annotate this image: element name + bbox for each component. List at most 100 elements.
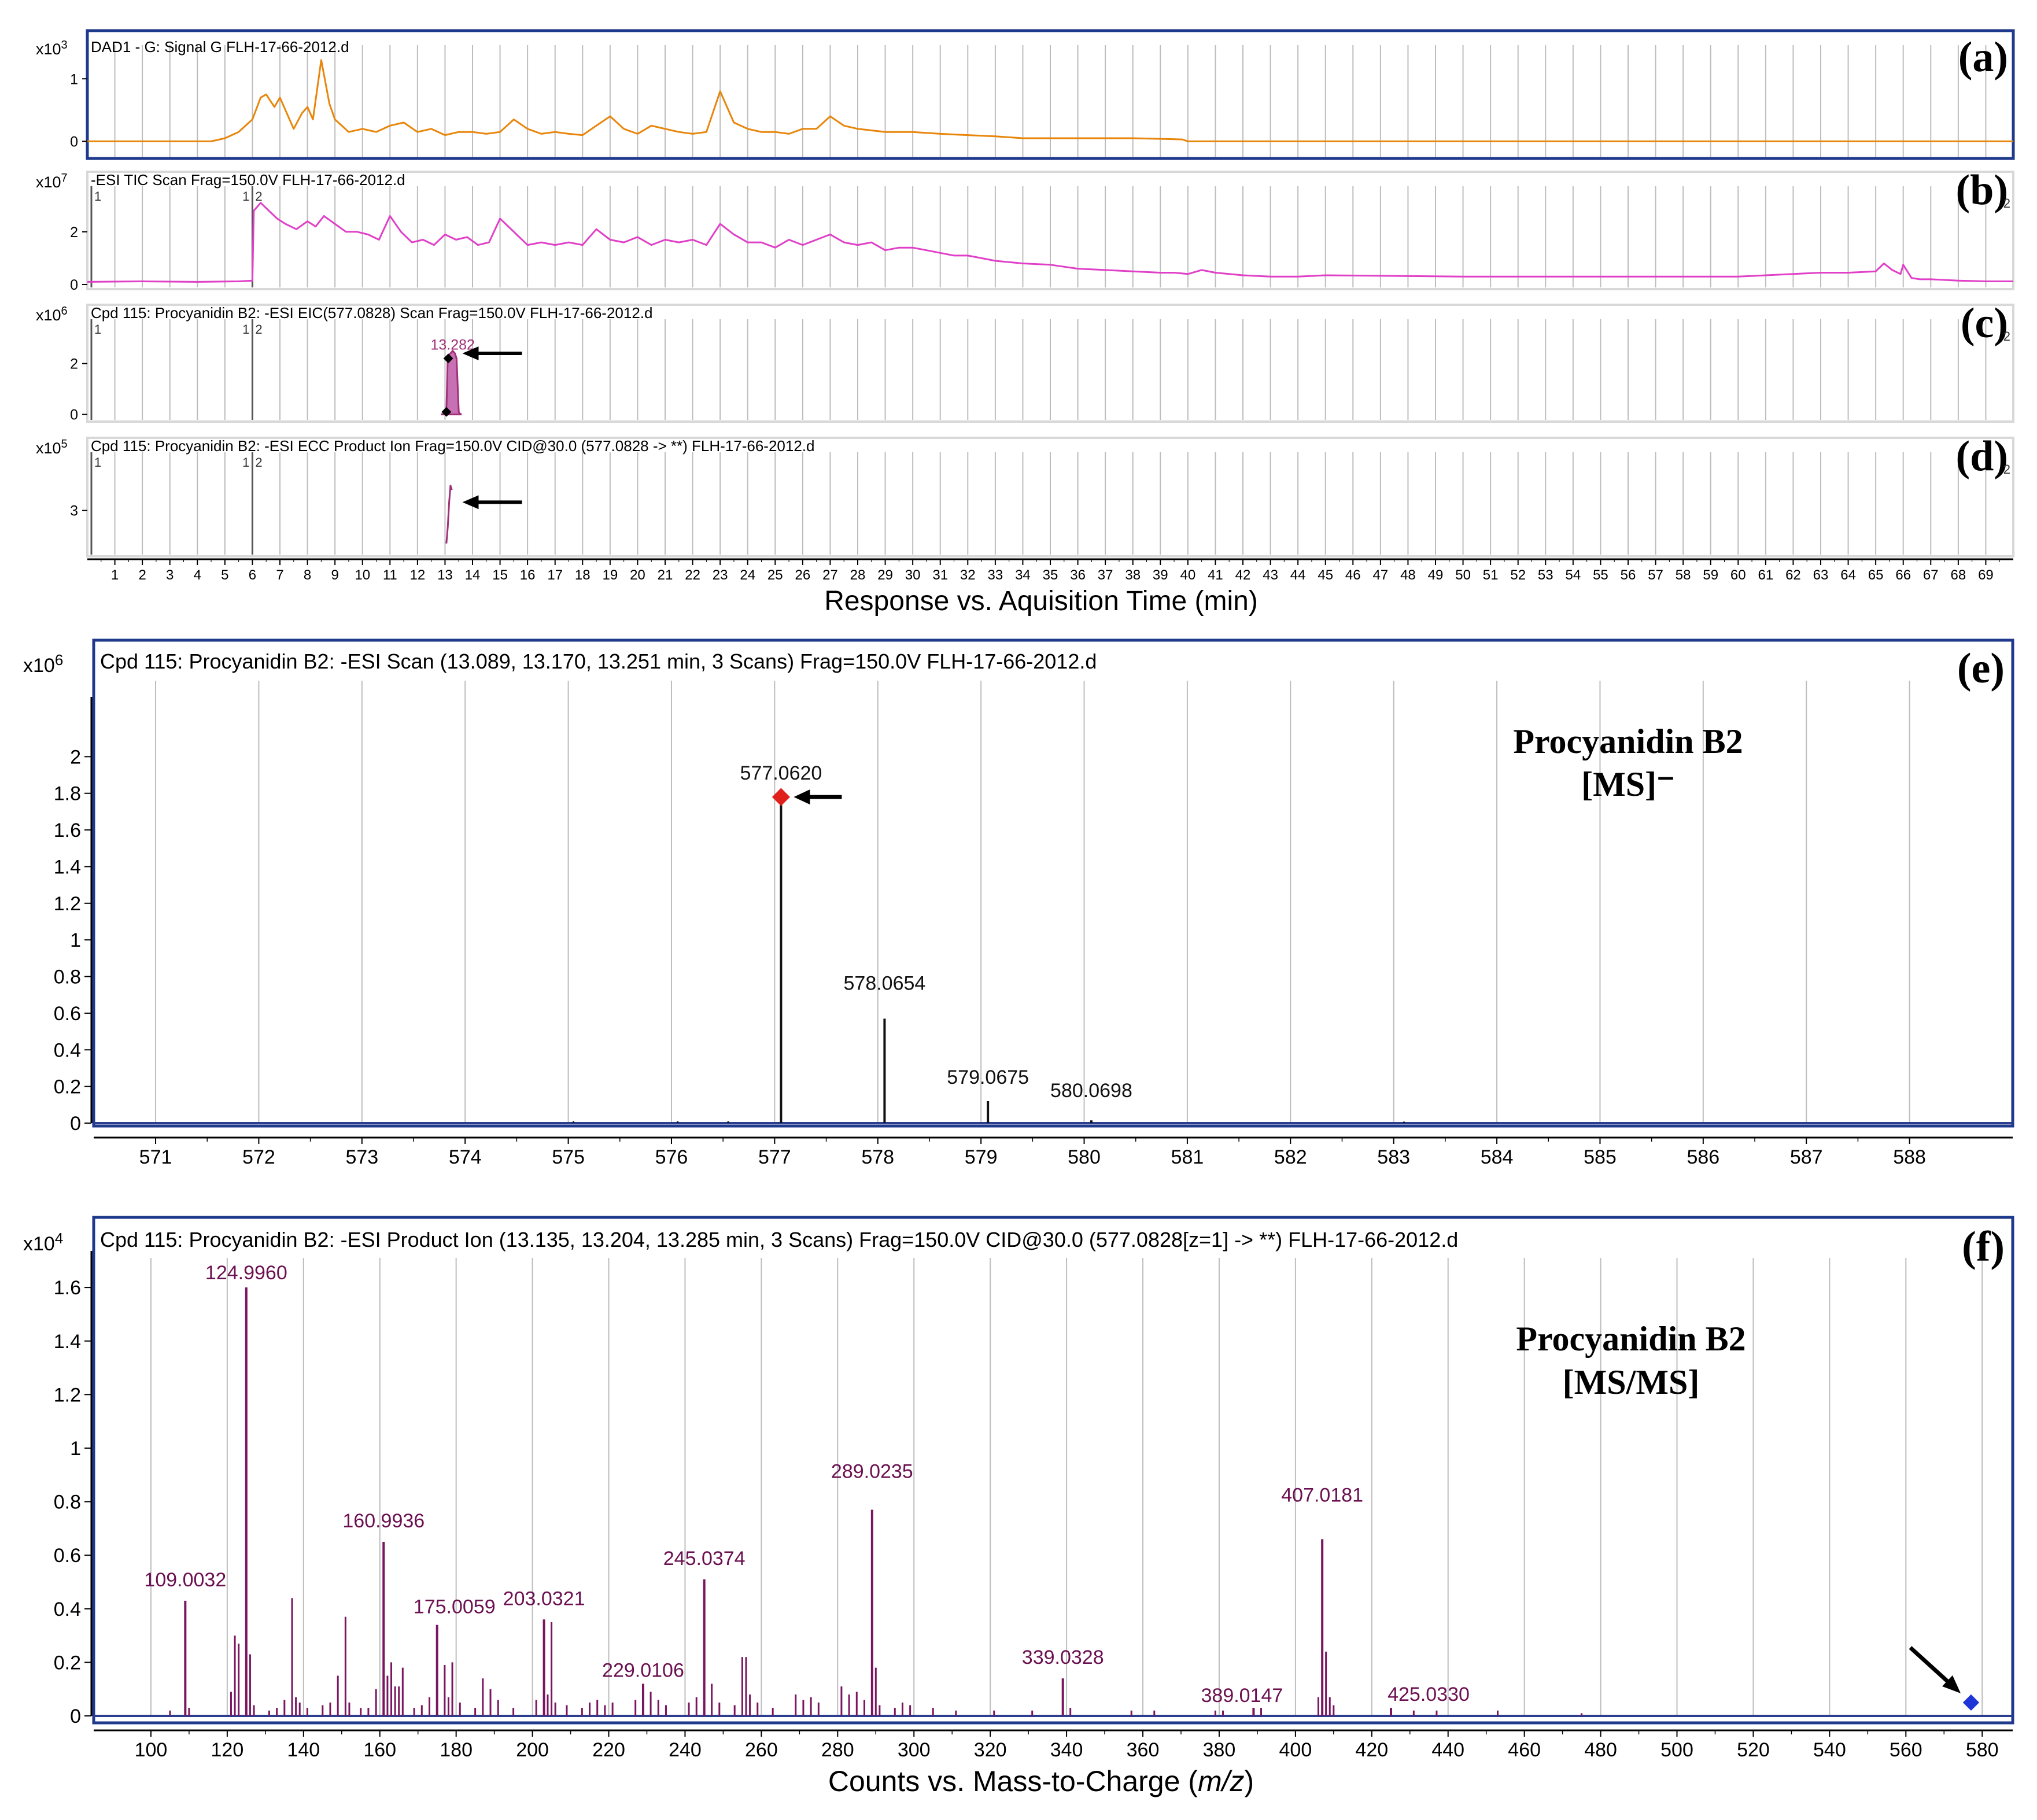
panel-b-frame (86, 171, 2014, 290)
time-tick-label: 21 (658, 567, 673, 583)
panel-c-grid (114, 319, 1987, 420)
panel-a-letter: (a) (1958, 34, 2008, 81)
panel-f-annotation-mode: [MS/MS] (1563, 1363, 1700, 1401)
time-tick-label: 68 (1951, 567, 1966, 583)
peak-label: 580.0698 (1050, 1080, 1132, 1102)
x-tick-label: 520 (1737, 1739, 1770, 1761)
y-tick-label: 0 (70, 1705, 81, 1727)
time-tick-label: 48 (1400, 567, 1416, 583)
y-tick-label: 0 (70, 277, 78, 293)
panel-e-annotation-name: Procyanidin B2 (1513, 722, 1743, 761)
panel-f-xlabel: Counts vs. Mass-to-Charge (m/z) (828, 1765, 1254, 1797)
x-tick-label: 480 (1584, 1739, 1617, 1761)
time-tick-label: 54 (1566, 567, 1581, 583)
peak-apex-marker (443, 353, 453, 364)
time-tick-label: 23 (713, 567, 728, 583)
arrow-head (462, 495, 479, 510)
arrow-shaft (1909, 1646, 1955, 1689)
y-tick-label: 1.2 (54, 893, 81, 915)
trace-line (87, 202, 2013, 283)
x-tick-label: 440 (1431, 1739, 1464, 1761)
time-tick-label: 37 (1098, 567, 1113, 583)
x-tick-label: 140 (287, 1739, 320, 1761)
panel-f-annotation-name: Procyanidin B2 (1516, 1320, 1746, 1358)
peak-label: 578.0654 (844, 972, 926, 994)
panel-f-scale-exp: 4 (55, 1230, 63, 1247)
x-tick-label: 577 (758, 1146, 791, 1168)
y-tick-label: 1 (70, 1438, 81, 1460)
time-tick-label: 53 (1538, 567, 1553, 583)
time-tick-label: 9 (331, 567, 338, 583)
y-tick-label: 3 (70, 503, 78, 519)
panel-d: Cpd 115: Procyanidin B2: -ESI ECC Produc… (36, 433, 2014, 558)
time-tick-label: 49 (1428, 567, 1444, 583)
y-tick-label: 0 (70, 407, 78, 423)
time-tick-label: 61 (1758, 567, 1774, 583)
panel-f-title: Cpd 115: Procyanidin B2: -ESI Product Io… (100, 1228, 1458, 1252)
time-tick-label: 34 (1015, 567, 1031, 583)
time-tick-label: 19 (603, 567, 618, 583)
y-tick-label: 0.6 (54, 1545, 81, 1567)
arrow-head (462, 346, 479, 360)
time-tick-label: 45 (1318, 567, 1333, 583)
panel-e-scale-exp: 6 (55, 651, 63, 669)
time-tick-label: 64 (1840, 567, 1856, 583)
time-tick-label: 55 (1593, 567, 1608, 583)
time-tick-label: 56 (1621, 567, 1636, 583)
panel-d-grid (114, 452, 1987, 555)
x-tick-label: 584 (1481, 1146, 1514, 1168)
time-tick-label: 67 (1923, 567, 1939, 583)
panel-e-letter: (e) (1957, 645, 2005, 692)
x-tick-label: 280 (821, 1739, 854, 1761)
x-tick-label: 540 (1813, 1739, 1846, 1761)
panel-b-scale-exp: 7 (61, 172, 68, 184)
time-tick-label: 33 (988, 567, 1003, 583)
y-tick-label: 0.6 (54, 1003, 81, 1025)
segment-mark: 2 (2003, 462, 2010, 477)
time-tick-label: 24 (740, 567, 755, 583)
time-tick-label: 12 (410, 567, 426, 583)
time-tick-label: 13 (437, 567, 453, 583)
arrow-head (1942, 1675, 1961, 1693)
time-tick-label: 58 (1676, 567, 1691, 583)
y-tick-label: 2 (70, 746, 81, 768)
y-tick-label: 0.2 (54, 1652, 81, 1674)
segment-mark: 2 (255, 322, 262, 337)
x-tick-label: 560 (1890, 1739, 1922, 1761)
time-tick-label: 3 (166, 567, 174, 583)
panel-a-frame (86, 29, 2015, 160)
segment-mark: 2 (255, 455, 262, 470)
x-tick-label: 583 (1377, 1146, 1410, 1168)
y-tick-label: 0.4 (54, 1039, 81, 1061)
x-tick-label: 574 (449, 1146, 482, 1168)
time-tick-label: 28 (850, 567, 866, 583)
panel-c-title: Cpd 115: Procyanidin B2: -ESI EIC(577.08… (91, 304, 652, 322)
x-tick-label: 572 (242, 1146, 275, 1168)
y-tick-label: 1.2 (54, 1384, 81, 1406)
y-tick-label: 0.2 (54, 1076, 81, 1098)
panel-f-scale-base: x10 (23, 1233, 55, 1255)
y-tick-label: 2 (70, 224, 78, 241)
time-axis-label: Response vs. Aquisition Time (min) (824, 586, 1258, 616)
x-tick-label: 460 (1508, 1739, 1541, 1761)
segment-mark: 1 (242, 455, 249, 470)
time-tick-label: 66 (1895, 567, 1911, 583)
peak-label: 175.0059 (414, 1596, 496, 1618)
panel-e-title: Cpd 115: Procyanidin B2: -ESI Scan (13.0… (100, 649, 1097, 673)
x-tick-label: 120 (211, 1739, 244, 1761)
x-tick-label: 160 (363, 1739, 396, 1761)
peak-label: 160.9936 (342, 1510, 425, 1532)
segment-mark: 2 (2003, 196, 2010, 211)
time-tick-label: 22 (685, 567, 700, 583)
x-tick-label: 585 (1584, 1146, 1617, 1168)
time-tick-label: 42 (1235, 567, 1251, 583)
x-tick-label: 260 (745, 1739, 778, 1761)
panel-a-scale-exp: 3 (61, 39, 68, 51)
x-tick-label: 100 (135, 1739, 168, 1761)
x-tick-label: 579 (965, 1146, 998, 1168)
panel-a-grid (114, 45, 1987, 157)
peak-label: 203.0321 (503, 1588, 585, 1609)
panel-e-frame (92, 638, 2014, 1128)
